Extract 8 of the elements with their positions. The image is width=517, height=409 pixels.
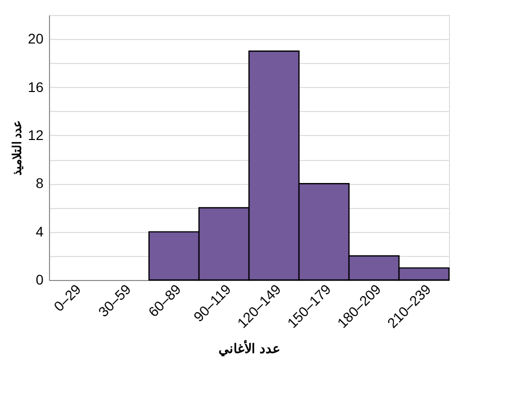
y-tick-label: 4: [36, 223, 44, 240]
y-tick-label: 8: [36, 175, 44, 192]
y-tick-label: 12: [28, 126, 44, 143]
x-axis-title: عدد الأغاني: [218, 340, 280, 357]
y-axis-title: عدد التلاميذ: [10, 120, 24, 176]
y-tick-label: 16: [28, 78, 44, 95]
y-tick-label: 0: [36, 272, 44, 288]
y-tick-label: 20: [28, 30, 44, 47]
